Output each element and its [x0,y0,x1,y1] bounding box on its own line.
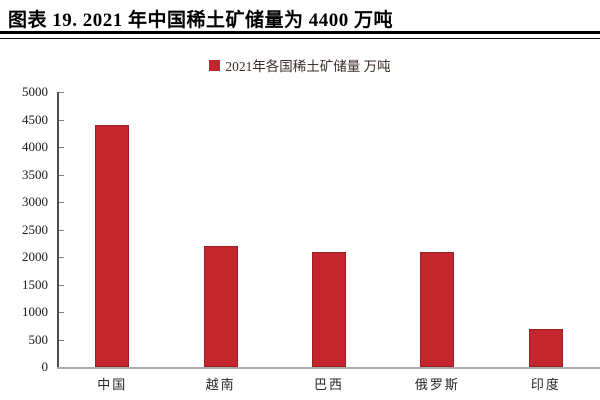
bar [203,246,238,367]
bar [528,329,563,367]
y-axis-tick [59,229,64,231]
y-axis-tick [59,119,64,121]
y-axis-tick-label: 4000 [22,139,48,154]
bar [312,251,347,367]
bar [95,125,130,367]
chart-legend: 2021年各国稀土矿储量 万吨 [0,55,600,75]
x-axis-category-label: 越南 [205,377,236,392]
y-axis-tick [59,92,64,93]
x-axis-category-label: 印度 [530,377,561,392]
x-axis-category-label: 巴西 [314,377,345,392]
bar-cell [492,92,600,367]
legend-series-label: 2021年各国稀土矿储量 万吨 [225,59,391,74]
legend-marker-icon [209,59,221,71]
y-axis-tick-label: 3000 [22,194,48,209]
x-axis-labels-row: 中国 越南 巴西 俄罗斯 印度 [58,374,600,393]
x-axis-category-label: 中国 [97,377,128,392]
title-rule-thin [0,38,600,39]
bar-cell [383,92,491,367]
x-axis-category-label: 俄罗斯 [414,377,460,392]
y-axis-tick [59,257,64,258]
y-axis-line [57,92,59,369]
figure-title: 图表 19. 2021 年中国稀土矿储量为 4400 万吨 [8,10,394,31]
y-axis-tick-label: 2000 [22,249,48,264]
bars-container [58,92,600,367]
y-axis-tick [59,147,64,148]
bar-cell [275,92,383,367]
y-axis-tick-label: 0 [41,359,49,374]
bar-cell [58,92,166,367]
title-rule-thick [0,31,600,34]
y-axis-tick-label: 1500 [22,276,48,292]
y-axis-tick [59,174,64,176]
y-axis-tick-label: 1000 [22,304,48,319]
y-axis-tick [59,312,64,313]
y-axis-tick [59,202,64,203]
y-axis-tick-label: 4500 [22,111,48,127]
bar [420,251,455,367]
bar-cell [166,92,274,367]
y-axis-tick-label: 5000 [22,84,48,99]
y-axis-tick-label: 3500 [22,166,48,182]
y-axis-tick [59,284,64,286]
x-axis-line [57,367,600,369]
y-axis-tick-label: 500 [28,331,49,347]
y-axis-tick-label: 2500 [22,221,48,237]
y-axis-tick [59,339,64,341]
